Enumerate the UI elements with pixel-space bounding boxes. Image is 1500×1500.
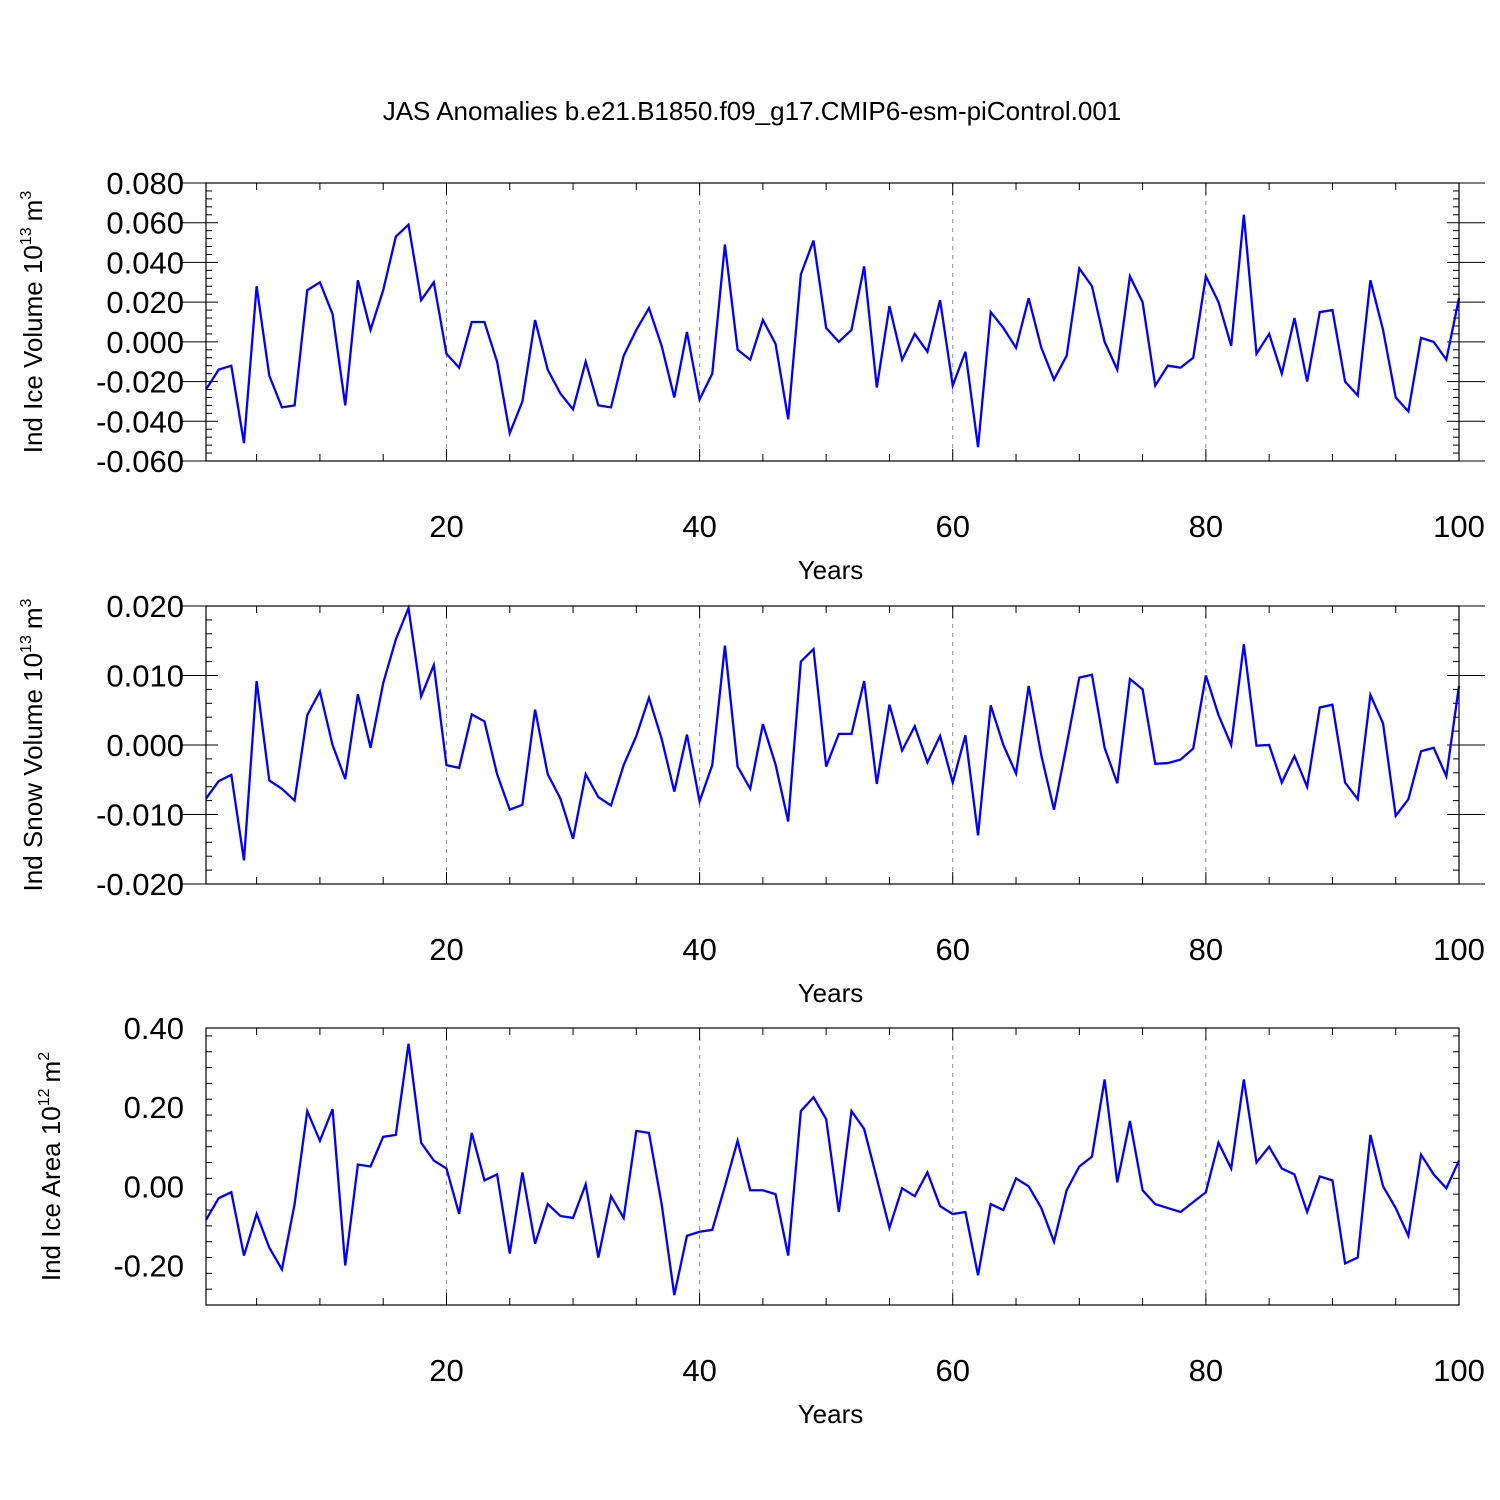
x-tick-label: 20 bbox=[429, 1353, 463, 1388]
y-tick-label: -0.010 bbox=[96, 798, 184, 833]
y-axis-label: Ind Ice Area 1012 m2 bbox=[36, 1052, 66, 1281]
x-tick-label: 60 bbox=[935, 509, 969, 544]
y-tick-label: 0.000 bbox=[106, 325, 184, 360]
y-axis-label-text: Ind Ice Area 10 bbox=[36, 1106, 66, 1281]
y-tick-label: -0.040 bbox=[96, 404, 184, 439]
x-tick-label: 80 bbox=[1189, 1353, 1223, 1388]
y-axis-label-unit-exponent: 3 bbox=[18, 191, 35, 200]
y-tick-label: -0.060 bbox=[96, 444, 184, 479]
x-tick-label: 20 bbox=[429, 932, 463, 967]
y-axis-label-unit: m bbox=[36, 1061, 66, 1083]
panel-1: -0.060 -0.040 -0.020 0.000 0.020 0.040 0.060 0.… bbox=[18, 166, 1485, 585]
x-tick-label: 100 bbox=[1433, 509, 1485, 544]
x-tick-label: 80 bbox=[1189, 509, 1223, 544]
y-tick-label: 0.40 bbox=[124, 1011, 184, 1046]
x-axis-label: Years bbox=[798, 1399, 864, 1429]
y-tick-label: 0.020 bbox=[106, 285, 184, 320]
y-axis-label-unit: m bbox=[18, 200, 48, 222]
y-tick-label: 0.020 bbox=[106, 589, 184, 624]
x-tick-label: 100 bbox=[1433, 932, 1485, 967]
y-tick-label: 0.00 bbox=[124, 1169, 184, 1204]
x-axis-label: Years bbox=[798, 978, 864, 1008]
y-tick-label: 0.010 bbox=[106, 659, 184, 694]
y-axis-label-unit: m bbox=[18, 607, 48, 629]
y-tick-label: -0.020 bbox=[96, 867, 184, 902]
y-axis-label-exponent: 13 bbox=[18, 635, 35, 653]
plot-frame bbox=[205, 605, 1460, 885]
x-tick-label: 40 bbox=[682, 509, 716, 544]
y-axis-label-text: Ind Ice Volume 10 bbox=[18, 245, 48, 453]
y-tick-label: 0.20 bbox=[124, 1090, 184, 1125]
y-axis-label: Ind Snow Volume 1013 m3 bbox=[18, 598, 48, 891]
x-tick-label: 60 bbox=[935, 1353, 969, 1388]
y-tick-label: 0.080 bbox=[106, 166, 184, 201]
plot-frame bbox=[205, 182, 1460, 462]
series-line bbox=[205, 1043, 1461, 1296]
x-tick-label: 100 bbox=[1433, 1353, 1485, 1388]
y-axis-label-exponent: 13 bbox=[18, 227, 35, 245]
y-axis-label-unit-exponent: 2 bbox=[36, 1052, 53, 1061]
panels: -0.060 -0.040 -0.020 0.000 0.020 0.040 0.060 0.… bbox=[18, 166, 1485, 1429]
y-axis-label-exponent: 12 bbox=[36, 1088, 53, 1106]
series-line bbox=[205, 214, 1461, 448]
x-axis-label: Years bbox=[798, 555, 864, 585]
plot-frame bbox=[205, 1027, 1460, 1306]
y-tick-label: 0.040 bbox=[106, 245, 184, 280]
y-tick-label: 0.060 bbox=[106, 206, 184, 241]
x-tick-label: 40 bbox=[682, 1353, 716, 1388]
x-tick-label: 60 bbox=[935, 932, 969, 967]
series-line bbox=[205, 603, 1461, 861]
y-tick-label: -0.020 bbox=[96, 365, 184, 400]
panel-3: -0.20 0.00 0.20 0.40 20 40 60 80 100 Years Ind Ice… bbox=[36, 1011, 1485, 1429]
panel-2: -0.020 -0.010 0.000 0.010 0.020 20 40 60 80 100 Ye… bbox=[18, 589, 1485, 1008]
figure-title: JAS Anomalies b.e21.B1850.f09_g17.CMIP6-… bbox=[383, 96, 1122, 126]
y-axis-label-text: Ind Snow Volume 10 bbox=[18, 653, 48, 892]
y-axis-label: Ind Ice Volume 1013 m3 bbox=[18, 191, 48, 454]
y-tick-label: -0.20 bbox=[113, 1248, 184, 1283]
x-tick-label: 80 bbox=[1189, 932, 1223, 967]
x-tick-label: 20 bbox=[429, 509, 463, 544]
y-tick-label: 0.000 bbox=[106, 728, 184, 763]
x-tick-label: 40 bbox=[682, 932, 716, 967]
y-axis-label-unit-exponent: 3 bbox=[18, 598, 35, 607]
